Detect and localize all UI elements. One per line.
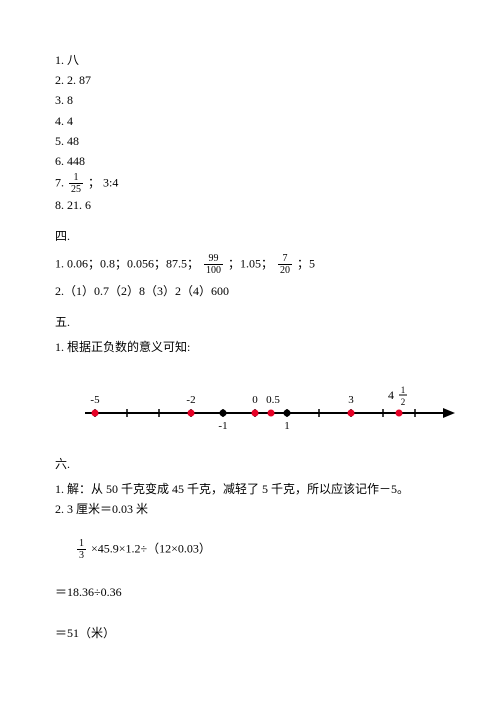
sec6-result2: ＝51（米） — [55, 624, 445, 643]
svg-text:0.5: 0.5 — [266, 394, 280, 406]
sec4-line2: 2.（1）0.7（2）8（3）2（4）600 — [55, 282, 445, 301]
sec4-l1b: ；1.05； — [228, 256, 273, 270]
item-7-fraction: 1 25 — [69, 172, 83, 195]
svg-text:-2: -2 — [186, 394, 195, 406]
frac-num: 1 — [69, 172, 83, 184]
item-6: 6. 448 — [55, 152, 445, 171]
item-3: 3. 8 — [55, 91, 445, 110]
item-8: 8. 21. 6 — [55, 196, 445, 215]
sec6-line1: 1. 解：从 50 千克变成 45 千克，减轻了 5 千克，所以应该记作－5。 — [55, 480, 445, 499]
sec5-line1: 1. 根据正负数的意义可知: — [55, 338, 445, 357]
item-7-pre: 7. — [55, 175, 64, 189]
svg-text:4: 4 — [388, 388, 394, 402]
frac-num: 7 — [278, 253, 292, 265]
section-4-heading: 四. — [55, 227, 445, 246]
frac-den: 100 — [204, 265, 223, 276]
frac-den: 3 — [77, 550, 86, 561]
item-2: 2. 2. 87 — [55, 71, 445, 90]
number-line: -5-2-100.513412 — [55, 373, 445, 443]
item-7-post: ； 3:4 — [88, 175, 118, 189]
frac-den: 25 — [69, 184, 83, 195]
section-5-heading: 五. — [55, 313, 445, 332]
sec4-l1a: 1. 0.06；0.8；0.056；87.5； — [55, 256, 199, 270]
sec4-line1: 1. 0.06；0.8；0.056；87.5； 99 100 ；1.05； 7 … — [55, 253, 445, 276]
sec6-line2: 2. 3 厘米＝0.03 米 — [55, 500, 445, 519]
svg-text:0: 0 — [252, 394, 258, 406]
section-6-heading: 六. — [55, 455, 445, 474]
sec4-f1: 99 100 — [204, 253, 223, 276]
number-line-svg: -5-2-100.513412 — [55, 373, 455, 443]
sec6-result1: ＝18.36÷0.36 — [55, 583, 445, 602]
item-5: 5. 48 — [55, 132, 445, 151]
svg-text:3: 3 — [348, 394, 354, 406]
item-1: 1. 八 — [55, 51, 445, 70]
item-7: 7. 1 25 ； 3:4 — [55, 172, 445, 195]
sec4-f2: 7 20 — [278, 253, 292, 276]
sec6-calc: 1 3 ×45.9×1.2÷（12×0.03） — [75, 538, 445, 561]
calc-fraction: 1 3 — [77, 538, 86, 561]
svg-text:1: 1 — [284, 420, 290, 432]
svg-text:1: 1 — [401, 385, 406, 395]
item-4: 4. 4 — [55, 112, 445, 131]
svg-text:2: 2 — [401, 397, 406, 407]
frac-num: 1 — [77, 538, 86, 550]
svg-text:-1: -1 — [218, 420, 227, 432]
svg-text:-5: -5 — [90, 394, 100, 406]
sec4-l1c: ；5 — [297, 256, 315, 270]
calc-rest: ×45.9×1.2÷（12×0.03） — [91, 541, 211, 555]
frac-num: 99 — [204, 253, 223, 265]
frac-den: 20 — [278, 265, 292, 276]
